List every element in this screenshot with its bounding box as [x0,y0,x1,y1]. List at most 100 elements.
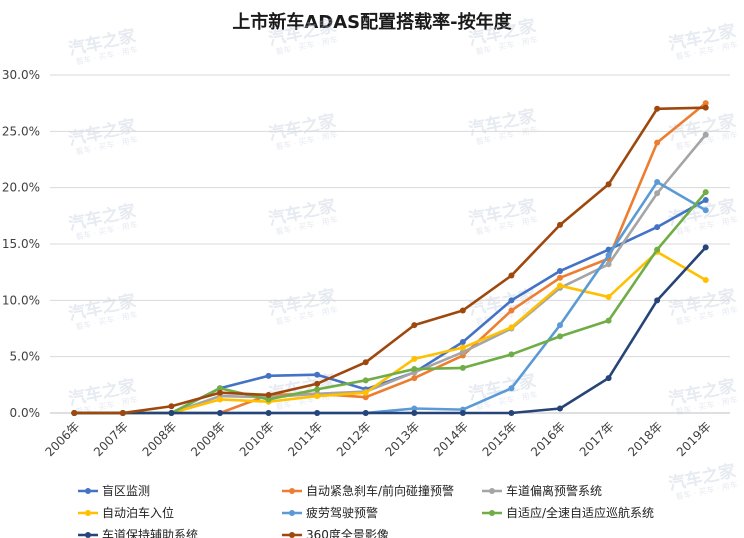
data-point [605,317,612,324]
data-point [654,224,661,231]
data-point [265,410,272,416]
data-point [508,410,515,416]
y-tick-label: 20.0% [2,181,40,195]
legend-item: 盲区监测 [78,483,150,498]
data-point [557,268,563,275]
x-axis-ticks: 2006年 2007年 2008年 2009年 2010年 2011年 2012年 2013年… [42,419,713,459]
data-point [314,410,321,416]
data-point [217,396,223,403]
data-point [654,139,661,146]
x-tick-label: 2015年 [480,419,520,459]
legend-item: 自动紧急刹车/前向碰撞预警 [282,483,454,498]
x-tick-label: 2016年 [528,419,568,459]
data-point [71,410,78,416]
legend-marker [85,510,91,516]
data-point [702,131,709,138]
data-point [508,297,515,304]
data-point [459,410,466,416]
data-point [411,322,418,329]
series-path [74,133,707,415]
data-point [168,403,175,410]
x-tick-label: 2013年 [382,419,422,459]
data-point [362,389,369,396]
legend-item: 疲劳驾驶预警 [282,505,378,520]
series-path [74,106,706,415]
data-point [411,405,418,412]
data-point [459,349,466,356]
series-layer [71,100,709,416]
legend-label: 自动紧急刹车/前向碰撞预警 [306,483,454,498]
data-point [557,274,563,281]
legend-marker [489,510,495,516]
x-tick-label: 2010年 [237,419,277,459]
legend-marker [289,488,295,494]
y-tick-label: 15.0% [2,237,40,251]
data-point [557,282,563,289]
data-point [362,410,369,416]
y-tick-label: 25.0% [2,124,40,138]
chart-title: 上市新车ADAS配置搭载率-按年度 [232,11,512,33]
data-point [557,221,563,228]
data-point [265,396,272,403]
x-tick-label: 2017年 [577,419,617,459]
legend-item: 360度全景影像 [282,527,389,538]
data-point [314,386,321,393]
data-point [654,105,661,112]
y-tick-label: 30.0% [2,68,40,82]
data-point [217,410,223,416]
series-line [71,131,709,416]
legend-marker [85,488,91,494]
x-tick-label: 2019年 [674,419,714,459]
data-point [265,391,272,398]
data-point [411,375,418,382]
y-tick-label: 0.0% [10,406,41,420]
data-point [605,252,612,259]
legend-label: 360度全景影像 [306,527,389,538]
legend-item: 自适应/全速自适应巡航系统 [482,505,654,520]
data-point [702,189,709,196]
data-point [362,359,369,366]
data-point [119,410,126,416]
legend-label: 盲区监测 [102,483,150,498]
data-point [411,366,418,373]
data-point [411,410,418,416]
data-point [508,272,515,279]
data-point [459,339,466,346]
y-tick-label: 5.0% [10,350,41,364]
legend-label: 自动泊车入位 [102,505,174,520]
data-point [508,324,515,331]
legend-label: 车道偏离预警系统 [506,483,602,498]
x-tick-label: 2008年 [140,419,180,459]
y-tick-label: 10.0% [2,293,40,307]
series-line [71,104,709,416]
data-point [654,190,661,197]
series-path [74,191,707,415]
legend-label: 疲劳驾驶预警 [306,505,378,520]
x-tick-label: 2009年 [188,419,228,459]
data-point [702,100,709,107]
legend-item: 自动泊车入位 [78,505,174,520]
data-point [265,372,272,379]
gridlines [50,74,730,358]
x-tick-label: 2011年 [285,419,325,459]
data-point [362,377,369,384]
data-point [605,261,612,268]
data-point [459,364,466,371]
series-line [71,248,709,416]
data-point [557,405,563,412]
data-point [508,351,515,358]
series-line [71,244,709,416]
x-tick-label: 2007年 [91,419,131,459]
data-point [654,297,661,304]
